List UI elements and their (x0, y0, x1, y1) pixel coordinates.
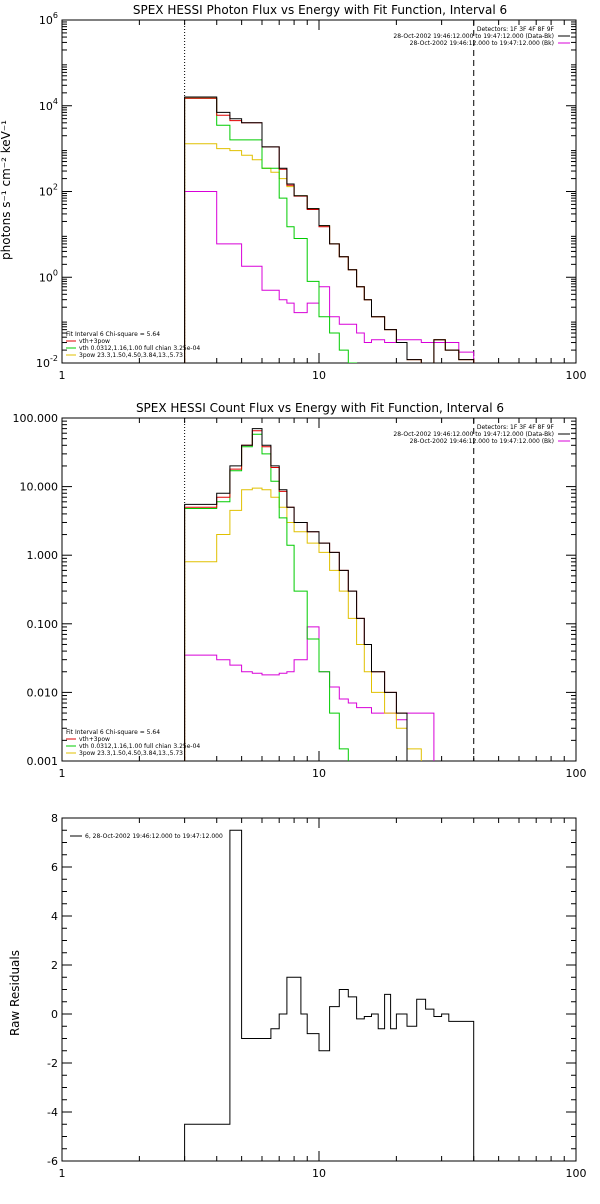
detector-legend-entry: 28-Oct-2002 19:46:12.000 to 19:47:12.000… (393, 33, 554, 40)
y-tick-label: 104 (39, 97, 58, 113)
series-background-line (184, 626, 435, 761)
y-tick-label: 0 (51, 1008, 58, 1021)
axis-ticks: 1 10 100 10-2 100 102 104 106 (36, 11, 586, 382)
detector-legend-entry: 28-Oct-2002 19:46:12.000 to 19:47:12.000… (410, 40, 554, 47)
series-data-line (184, 428, 408, 761)
y-tick-label: 0.001 (27, 755, 59, 768)
y-tick-label: 8 (51, 812, 58, 825)
fit-legend: Fit Interval 6 Chi-square = 5.64vth+3pow… (66, 729, 200, 757)
y-tick-label: -6 (47, 1155, 58, 1168)
residual-legend: 6, 28-Oct-2002 19:46:12.000 to 19:47:12.… (70, 833, 223, 840)
fit-legend-entry: vth 0.0312,1.16,1.00 full chian 3.25e-04 (79, 743, 200, 750)
y-tick-label: 2 (51, 959, 58, 972)
series-vth-line (184, 433, 349, 761)
fit-legend-entry: vth+3pow (79, 736, 110, 743)
y-tick-label: 4 (51, 910, 58, 923)
residual-series (184, 829, 475, 1161)
x-tick-label: 100 (566, 767, 587, 780)
y-axis-label: Raw Residuals (8, 950, 22, 1036)
spectrum-series (184, 428, 435, 761)
y-tick-label: 1.000 (27, 549, 59, 562)
series-3pow-line (184, 487, 422, 761)
residual-legend-entry: 6, 28-Oct-2002 19:46:12.000 to 19:47:12.… (85, 833, 223, 840)
plot-frame (61, 817, 577, 1162)
x-tick-label: 1 (59, 369, 66, 382)
spectrum-series (184, 96, 475, 363)
y-tick-label: 6 (51, 861, 58, 874)
fit-legend-entry: 3pow 23.3,1.50,4.50,3.84,13.,5.73 (79, 352, 183, 359)
y-tick-label: 100 (39, 268, 58, 284)
detector-legend-entry: Detectors: 1F 3F 4F 8F 9F (477, 26, 555, 33)
axis-ticks: 1 10 100 0.001 0.010 0.100 1.000 10.000 100.000 (13, 412, 587, 780)
y-tick-label: 0.010 (27, 686, 59, 699)
y-tick-label: 102 (39, 183, 58, 199)
residuals-panel: Raw Residuals 1 10 100 -6 -4 -2 0 2 4 6 8 6, 28-Oc… (8, 812, 587, 1180)
y-tick-label: 106 (39, 11, 58, 27)
x-tick-label: 100 (566, 1167, 587, 1180)
plot-frame (61, 417, 577, 762)
y-tick-label: -2 (47, 1057, 58, 1070)
x-tick-label: 1 (59, 1167, 66, 1180)
x-tick-label: 10 (312, 767, 326, 780)
fit-legend-entry: vth+3pow (79, 338, 110, 345)
chart-title: SPEX HESSI Count Flux vs Energy with Fit… (136, 401, 504, 415)
series-data-line (184, 96, 475, 363)
x-tick-label: 10 (312, 369, 326, 382)
y-tick-label: 10-2 (36, 354, 58, 370)
detector-legend-entry: 28-Oct-2002 19:46:12.000 to 19:47:12.000… (393, 431, 554, 438)
x-tick-label: 10 (312, 1167, 326, 1180)
y-tick-label: 100.000 (13, 412, 59, 425)
axis-ticks: 1 10 100 -6 -4 -2 0 2 4 6 8 (47, 812, 586, 1180)
chart-title: SPEX HESSI Photon Flux vs Energy with Fi… (133, 3, 507, 17)
fit-legend-entry: Fit Interval 6 Chi-square = 5.64 (66, 729, 160, 736)
series-background-line (184, 191, 475, 363)
photon-flux-panel: SPEX HESSI Photon Flux vs Energy with Fi… (0, 3, 587, 382)
y-axis-label: photons s⁻¹ cm⁻² keV⁻¹ (0, 120, 13, 260)
series-3pow-line (184, 143, 475, 363)
fit-legend-entry: Fit Interval 6 Chi-square = 5.64 (66, 331, 160, 338)
x-tick-label: 100 (566, 369, 587, 382)
detector-legend-entry: Detectors: 1F 3F 4F 8F 9F (477, 424, 555, 431)
fit-legend-entry: vth 0.0312,1.16,1.00 full chian 3.25e-04 (79, 345, 200, 352)
y-tick-label: 0.100 (27, 618, 59, 631)
series-residuals-line (184, 829, 475, 1161)
fit-legend: Fit Interval 6 Chi-square = 5.64vth+3pow… (66, 331, 200, 359)
y-tick-label: 10.000 (20, 481, 59, 494)
detector-legend-entry: 28-Oct-2002 19:46:12.000 to 19:47:12.000… (410, 438, 554, 445)
count-flux-panel: SPEX HESSI Count Flux vs Energy with Fit… (13, 401, 587, 780)
x-tick-label: 1 (59, 767, 66, 780)
fit-legend-entry: 3pow 23.3,1.50,4.50,3.84,13.,5.73 (79, 750, 183, 757)
series-vth-line (184, 97, 358, 363)
y-tick-label: -4 (47, 1106, 58, 1119)
